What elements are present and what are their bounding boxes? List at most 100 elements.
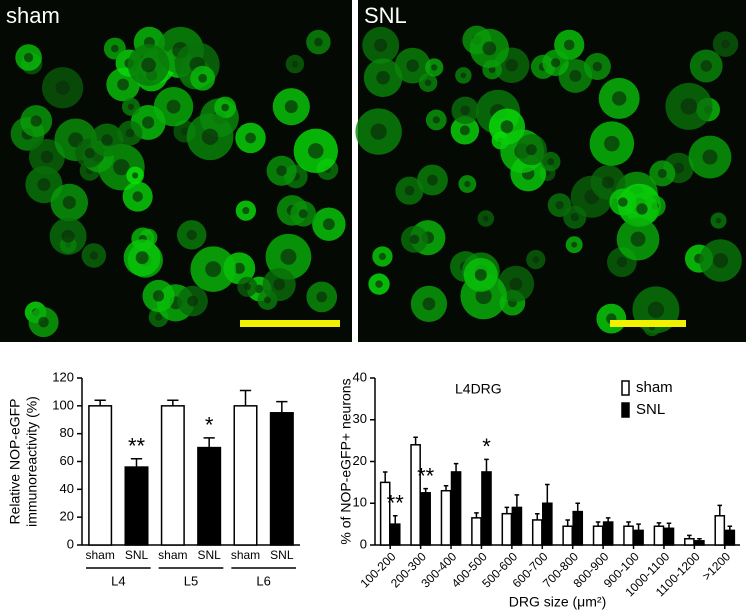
nucleus <box>61 229 75 243</box>
significance: * <box>482 434 491 459</box>
error-bar <box>575 502 581 512</box>
x-tick-label: SNL <box>125 548 149 562</box>
bar <box>450 471 462 546</box>
nucleus <box>198 73 207 83</box>
nucleus <box>601 176 615 189</box>
nucleus <box>242 207 250 215</box>
bar <box>233 405 258 546</box>
nucleus <box>273 278 285 291</box>
nucleus <box>571 241 578 248</box>
nucleus <box>127 103 135 110</box>
group-label: L5 <box>184 573 198 588</box>
bar <box>481 471 492 546</box>
nucleus <box>464 180 471 188</box>
nucleus <box>509 277 523 291</box>
error-bar <box>239 389 252 406</box>
bar <box>541 502 553 546</box>
nucleus <box>186 229 197 240</box>
nucleus <box>409 234 420 245</box>
x-axis-label: DRG size (μm²) <box>509 594 607 610</box>
bar <box>694 540 705 546</box>
nucleus <box>291 60 299 68</box>
nucleus <box>113 158 130 176</box>
nucleus <box>201 128 219 145</box>
nucleus <box>284 100 298 114</box>
x-tick-label: >1200 <box>699 549 733 583</box>
nucleus <box>37 178 51 192</box>
nucleus <box>55 80 70 95</box>
bar <box>724 529 736 546</box>
nucleus <box>422 297 436 311</box>
nucleus <box>404 185 415 196</box>
nucleus <box>427 174 438 186</box>
nucleus <box>482 215 489 222</box>
y-tick-label: 0 <box>360 536 367 551</box>
error-bar <box>687 534 692 539</box>
nucleus <box>525 144 537 156</box>
bar <box>389 523 401 546</box>
y-tick-label: 60 <box>60 453 74 468</box>
nucleus <box>23 52 34 63</box>
nucleus <box>505 59 518 72</box>
nucleus <box>532 256 540 263</box>
nucleus <box>142 116 155 129</box>
nucleus <box>482 41 497 56</box>
bar <box>410 444 421 546</box>
bar <box>501 512 513 546</box>
nucleus <box>125 128 135 138</box>
nucleus <box>323 218 335 231</box>
nucleus <box>314 37 323 47</box>
error-bar <box>697 537 702 541</box>
nucleus <box>263 296 271 304</box>
nucleus <box>132 191 143 202</box>
error-bar <box>626 521 631 527</box>
y-tick-label: 100 <box>52 397 74 412</box>
bar <box>653 525 665 546</box>
group-label: L4 <box>111 573 125 588</box>
legend-swatch <box>621 380 630 396</box>
y-tick-label: 40 <box>353 369 367 384</box>
nucleus <box>612 91 627 106</box>
y-axis-label: % of NOP-eGFP+ neurons <box>338 378 354 544</box>
bar <box>124 466 149 546</box>
error-bar <box>595 521 601 527</box>
significance: * <box>205 413 214 438</box>
nucleus <box>550 58 561 68</box>
bar <box>623 525 634 546</box>
nucleus <box>713 253 729 268</box>
group-label: L6 <box>256 573 270 588</box>
error-bar <box>605 517 611 523</box>
error-bar <box>203 437 215 448</box>
x-tick-label: SNL <box>270 548 294 562</box>
bar <box>531 519 543 546</box>
error-bar <box>443 484 449 491</box>
nucleus <box>180 127 189 136</box>
panel-label: SNL <box>364 3 407 28</box>
error-bar <box>636 523 641 531</box>
bar <box>684 537 695 546</box>
nucleus <box>430 64 438 71</box>
error-bar <box>167 399 179 406</box>
x-tick-label: SNL <box>197 548 221 562</box>
nucleus <box>308 143 324 159</box>
bar <box>592 525 604 546</box>
nucleus <box>101 134 113 146</box>
nucleus <box>460 72 467 79</box>
nucleus <box>424 79 432 86</box>
y-tick-label: 10 <box>353 495 367 510</box>
error-bar <box>453 462 459 472</box>
nucleus <box>569 70 582 82</box>
scale-bar <box>240 320 340 327</box>
nucleus <box>280 248 297 265</box>
error-bar <box>565 519 570 527</box>
error-bar <box>423 487 428 493</box>
nucleus <box>406 59 419 72</box>
nucleus <box>233 262 245 274</box>
nucleus <box>700 60 712 72</box>
error-bar <box>94 399 106 406</box>
nucleus <box>570 213 579 222</box>
bar <box>160 405 185 546</box>
nucleus <box>132 172 139 179</box>
y-tick-label: 40 <box>60 481 74 496</box>
